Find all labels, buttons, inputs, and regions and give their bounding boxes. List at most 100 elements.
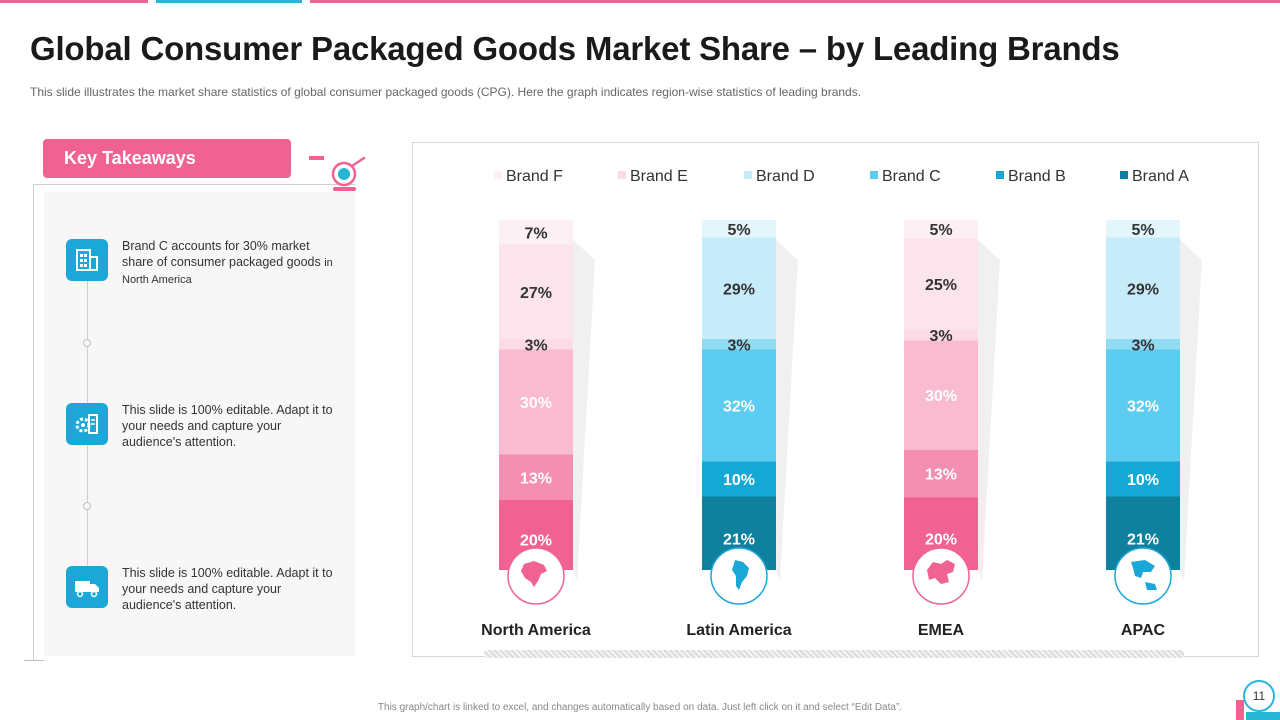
data-label: 21% <box>1127 531 1159 548</box>
panel-foot-line <box>24 660 44 661</box>
data-label: 27% <box>520 285 552 302</box>
page-decor-blue <box>1246 712 1280 720</box>
bar-shadow <box>978 240 1000 580</box>
gear-document-icon <box>66 403 108 445</box>
legend-swatch <box>744 171 752 179</box>
legend-item-brand-e: Brand E <box>618 168 688 185</box>
asia-pacific-map-icon <box>1114 547 1172 605</box>
heading-dash <box>309 156 324 160</box>
category-label: North America <box>481 622 591 639</box>
data-label: 32% <box>723 399 755 416</box>
data-label: 3% <box>524 337 547 354</box>
page-number: 11 <box>1243 680 1275 712</box>
takeaway-text-2: This slide is 100% editable. Adapt it to… <box>122 403 333 449</box>
map-shape <box>521 561 547 587</box>
legend-label: Brand A <box>1132 168 1189 185</box>
legend-swatch <box>996 171 1004 179</box>
bar-shadow <box>776 240 798 580</box>
market-share-stacked-bar-chart: Brand F Brand E Brand D Brand C Brand B Brand… <box>481 168 1202 639</box>
legend-swatch <box>870 171 878 179</box>
data-label: 30% <box>520 395 552 412</box>
bar-segment-brand-d <box>1106 339 1180 350</box>
takeaway-1-main: Brand C accounts for 30% market share of… <box>122 239 321 269</box>
data-label: 32% <box>1127 399 1159 416</box>
takeaway-text-3: This slide is 100% editable. Adapt it to… <box>122 566 333 612</box>
bar-segment-brand-c <box>904 340 978 450</box>
bar-shadow <box>573 240 595 580</box>
legend-label: Brand E <box>630 168 688 185</box>
bar-segment-brand-e <box>1106 237 1180 339</box>
bar-segment-brand-d <box>499 339 573 350</box>
legend-item-brand-d: Brand D <box>744 168 815 185</box>
data-label: 3% <box>929 328 952 345</box>
map-shape <box>732 560 749 590</box>
takeaways-panel-border <box>33 184 355 660</box>
bar-segment-brand-e <box>499 244 573 339</box>
map-shape <box>1131 560 1157 590</box>
data-label: 5% <box>1131 222 1154 239</box>
data-label: 13% <box>925 466 957 483</box>
data-label: 10% <box>1127 472 1159 489</box>
map-shape <box>927 560 955 584</box>
bar-segment-brand-e <box>904 238 978 330</box>
bar-segment-brand-e <box>702 237 776 339</box>
bar-segment-brand-c <box>702 349 776 462</box>
bar-segment-brand-f <box>1106 220 1180 238</box>
key-takeaways-heading: Key Takeaways <box>43 139 291 178</box>
category-label: EMEA <box>918 622 965 639</box>
bar-segment-brand-b <box>1106 461 1180 497</box>
takeaway-text-1: Brand C accounts for 30% market share of… <box>122 238 337 288</box>
legend-label: Brand C <box>882 168 941 185</box>
takeaway-1-small: in North America <box>122 257 333 286</box>
data-label: 20% <box>925 531 957 548</box>
delivery-truck-icon <box>66 566 108 608</box>
slide-subtitle: This slide illustrates the market share … <box>30 85 862 99</box>
bar-segment-brand-f <box>499 220 573 245</box>
bar-segment-brand-b <box>499 454 573 500</box>
bar-segment-brand-f <box>702 220 776 238</box>
bar-segment-brand-f <box>904 220 978 239</box>
legend-item-brand-c: Brand C <box>870 168 941 185</box>
footnote: This graph/chart is linked to excel, and… <box>377 702 903 713</box>
slide-title: Global Consumer Packaged Goods Market Sh… <box>30 30 1120 67</box>
bar-segment-brand-c <box>1106 349 1180 462</box>
data-label: 20% <box>520 533 552 550</box>
bar-segment-brand-b <box>702 461 776 497</box>
bar-shadow <box>1180 240 1202 580</box>
chart-base-shadow <box>484 650 1184 658</box>
top-accent-bar-pink-long <box>310 0 1280 3</box>
building-icon <box>66 239 108 281</box>
legend-item-brand-f: Brand F <box>494 168 563 185</box>
bar-group-apac: 21% 10% 32% 3% 29% 5% APAC <box>1106 220 1202 639</box>
data-label: 29% <box>723 281 755 298</box>
legend-item-brand-a: Brand A <box>1120 168 1189 185</box>
bar-segment-brand-c <box>499 349 573 455</box>
top-accent-bar-pink <box>0 0 148 3</box>
top-accent-bar-blue <box>156 0 302 3</box>
data-label: 30% <box>925 388 957 405</box>
timeline-dot <box>83 502 91 510</box>
data-label: 5% <box>929 222 952 239</box>
page-decor-pink <box>1236 700 1244 720</box>
data-label: 25% <box>925 277 957 294</box>
legend-swatch <box>494 171 502 179</box>
legend-label: Brand B <box>1008 168 1066 185</box>
legend-item-brand-b: Brand B <box>996 168 1066 185</box>
data-label: 10% <box>723 472 755 489</box>
legend-swatch <box>618 171 626 179</box>
data-label: 13% <box>520 470 552 487</box>
legend-label: Brand D <box>756 168 815 185</box>
category-label: APAC <box>1121 622 1166 639</box>
category-label: Latin America <box>686 622 791 639</box>
data-label: 5% <box>727 222 750 239</box>
bar-segment-brand-d <box>904 329 978 341</box>
data-label: 3% <box>1131 337 1154 354</box>
bar-segment-brand-b <box>904 449 978 498</box>
legend-label: Brand F <box>506 168 563 185</box>
data-label: 3% <box>727 337 750 354</box>
data-label: 7% <box>524 225 547 242</box>
bar-group-latin-america: 21% 10% 32% 3% 29% 5% Latin America <box>686 220 798 639</box>
bar-group-north-america: 20% 13% 30% 3% 27% 7% North America <box>481 220 595 639</box>
data-label: 21% <box>723 531 755 548</box>
bar-segment-brand-d <box>702 339 776 350</box>
